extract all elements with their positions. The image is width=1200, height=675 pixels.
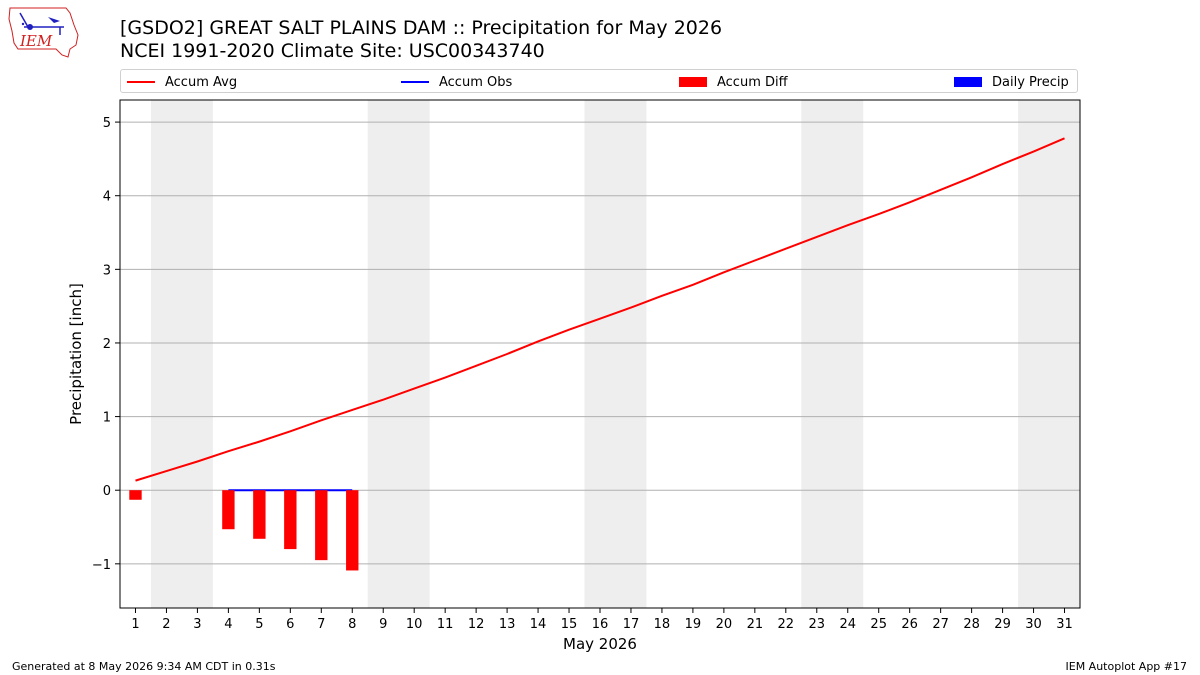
x-tick-label: 22 xyxy=(778,617,795,632)
legend-swatch-daily-precip xyxy=(954,77,982,87)
x-tick-label: 16 xyxy=(592,617,609,632)
bar-accum-diff xyxy=(253,490,266,539)
bar-accum-diff xyxy=(284,490,297,550)
x-tick-label: 4 xyxy=(224,617,232,632)
x-tick-label: 12 xyxy=(468,617,485,632)
bar-accum-diff xyxy=(129,490,142,500)
bar-accum-diff xyxy=(222,490,235,530)
y-tick-label: −1 xyxy=(92,558,111,573)
legend-swatch-accum-avg xyxy=(127,81,155,83)
app-credit: IEM Autoplot App #17 xyxy=(1065,660,1188,673)
y-tick-label: 0 xyxy=(103,484,111,499)
x-tick-label: 13 xyxy=(499,617,516,632)
chart-subtitle: NCEI 1991-2020 Climate Site: USC00343740 xyxy=(120,40,545,62)
x-tick-label: 10 xyxy=(406,617,423,632)
legend-swatch-accum-obs xyxy=(401,81,429,83)
y-axis-label: Precipitation [inch] xyxy=(67,283,85,425)
x-tick-label: 24 xyxy=(839,617,856,632)
y-tick-label: 3 xyxy=(103,263,111,278)
x-tick-label: 5 xyxy=(255,617,263,632)
generated-timestamp: Generated at 8 May 2026 9:34 AM CDT in 0… xyxy=(12,660,276,673)
x-tick-label: 28 xyxy=(963,617,980,632)
x-tick-label: 23 xyxy=(809,617,826,632)
bar-accum-diff xyxy=(315,490,328,561)
x-tick-label: 15 xyxy=(561,617,578,632)
x-tick-label: 2 xyxy=(162,617,170,632)
x-tick-label: 25 xyxy=(870,617,887,632)
y-tick-label: 2 xyxy=(103,337,111,352)
x-tick-label: 1 xyxy=(131,617,139,632)
x-tick-label: 21 xyxy=(747,617,764,632)
weekend-band xyxy=(1018,100,1080,608)
x-tick-label: 8 xyxy=(348,617,356,632)
weekend-band xyxy=(150,100,213,608)
x-tick-label: 9 xyxy=(379,617,387,632)
x-tick-label: 18 xyxy=(654,617,671,632)
weekend-band xyxy=(367,100,430,608)
weekend-band xyxy=(801,100,864,608)
x-tick-label: 20 xyxy=(716,617,733,632)
weather-station-icon xyxy=(19,12,64,35)
y-tick-label: 1 xyxy=(103,411,111,426)
x-tick-label: 27 xyxy=(932,617,949,632)
series-line-accum-avg xyxy=(135,137,1065,482)
legend-label-accum-avg: Accum Avg xyxy=(165,74,238,90)
x-tick-label: 6 xyxy=(286,617,294,632)
x-tick-label: 11 xyxy=(437,617,454,632)
x-tick-label: 19 xyxy=(685,617,702,632)
legend-item-daily-precip: Daily Precip xyxy=(954,70,1069,94)
x-tick-label: 14 xyxy=(530,617,547,632)
legend-label-accum-diff: Accum Diff xyxy=(717,74,788,90)
x-tick-label: 31 xyxy=(1056,617,1073,632)
x-tick-label: 17 xyxy=(623,617,640,632)
chart-title: [GSDO2] GREAT SALT PLAINS DAM :: Precipi… xyxy=(120,17,723,39)
y-tick-label: 4 xyxy=(103,190,111,205)
x-tick-label: 3 xyxy=(193,617,201,632)
legend-item-accum-diff: Accum Diff xyxy=(679,70,788,94)
x-tick-label: 7 xyxy=(317,617,325,632)
iem-logo: IEM xyxy=(8,7,79,58)
bar-accum-diff xyxy=(346,490,359,571)
legend-label-accum-obs: Accum Obs xyxy=(439,74,513,90)
x-tick-label: 29 xyxy=(994,617,1011,632)
x-tick-label: 26 xyxy=(901,617,918,632)
legend-swatch-accum-diff xyxy=(679,77,707,87)
x-axis-label: May 2026 xyxy=(563,635,637,653)
chart-legend: Accum Avg Accum Obs Accum Diff Daily Pre… xyxy=(120,69,1078,93)
x-tick-label: 30 xyxy=(1025,617,1042,632)
y-tick-label: 5 xyxy=(103,116,111,131)
legend-label-daily-precip: Daily Precip xyxy=(992,74,1069,90)
legend-item-accum-avg: Accum Avg xyxy=(127,70,237,94)
logo-text: IEM xyxy=(19,32,53,50)
legend-item-accum-obs: Accum Obs xyxy=(401,70,512,94)
weekend-band xyxy=(584,100,647,608)
